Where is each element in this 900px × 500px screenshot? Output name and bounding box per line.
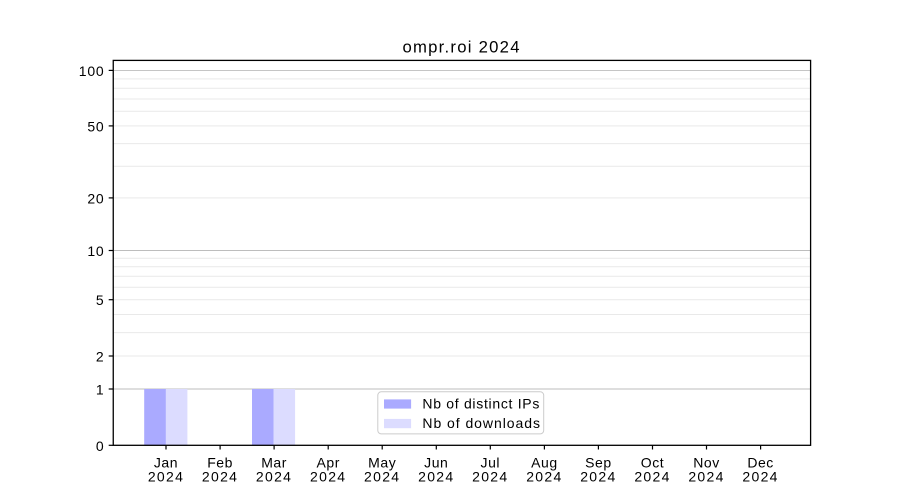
svg-text:Jan: Jan [154, 455, 178, 471]
svg-text:2024: 2024 [634, 469, 670, 485]
svg-text:2024: 2024 [472, 469, 508, 485]
svg-text:2024: 2024 [742, 469, 778, 485]
svg-text:5: 5 [96, 292, 105, 308]
svg-text:ompr.roi 2024: ompr.roi 2024 [402, 37, 520, 56]
svg-text:Aug: Aug [531, 455, 558, 471]
svg-text:Apr: Apr [316, 455, 339, 471]
svg-text:Mar: Mar [261, 455, 287, 471]
svg-text:10: 10 [87, 243, 104, 259]
svg-text:2024: 2024 [148, 469, 184, 485]
svg-text:2: 2 [96, 349, 105, 365]
svg-text:Sep: Sep [585, 455, 612, 471]
svg-text:20: 20 [87, 190, 104, 206]
svg-text:Nb of downloads: Nb of downloads [422, 415, 541, 431]
svg-text:Oct: Oct [641, 455, 664, 471]
svg-text:Jun: Jun [424, 455, 448, 471]
svg-text:2024: 2024 [580, 469, 616, 485]
svg-text:2024: 2024 [418, 469, 454, 485]
svg-text:2024: 2024 [526, 469, 562, 485]
svg-text:May: May [368, 455, 396, 471]
svg-text:2024: 2024 [256, 469, 292, 485]
svg-text:Dec: Dec [747, 455, 774, 471]
svg-text:0: 0 [96, 438, 105, 454]
svg-text:Feb: Feb [207, 455, 233, 471]
svg-text:2024: 2024 [310, 469, 346, 485]
svg-text:Nov: Nov [693, 455, 720, 471]
svg-text:Nb of distinct IPs: Nb of distinct IPs [422, 396, 540, 412]
svg-text:100: 100 [79, 63, 105, 79]
svg-text:2024: 2024 [364, 469, 400, 485]
svg-text:Jul: Jul [481, 455, 501, 471]
svg-text:1: 1 [96, 382, 105, 398]
svg-text:50: 50 [87, 118, 104, 134]
svg-text:2024: 2024 [202, 469, 238, 485]
svg-text:2024: 2024 [688, 469, 724, 485]
